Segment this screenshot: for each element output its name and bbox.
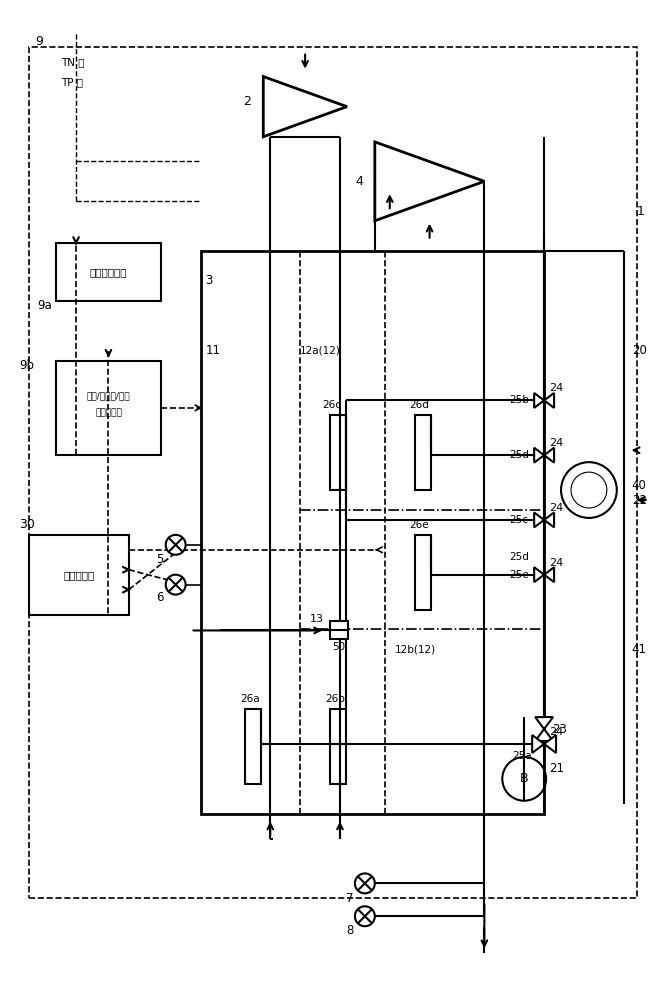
Text: 24: 24 bbox=[549, 438, 563, 448]
Text: 41: 41 bbox=[632, 643, 647, 656]
Text: 12b(12): 12b(12) bbox=[395, 644, 436, 654]
Text: 26e: 26e bbox=[410, 520, 430, 530]
Circle shape bbox=[561, 462, 617, 518]
Text: 5: 5 bbox=[156, 553, 163, 566]
Polygon shape bbox=[532, 735, 544, 753]
Polygon shape bbox=[535, 729, 553, 741]
Text: 25a: 25a bbox=[512, 751, 532, 761]
Text: 25b: 25b bbox=[509, 395, 529, 405]
Text: 3: 3 bbox=[206, 274, 213, 287]
Text: 切换判定部: 切换判定部 bbox=[95, 408, 122, 417]
Text: 24: 24 bbox=[549, 503, 563, 513]
Text: 9b: 9b bbox=[19, 359, 35, 372]
Text: B: B bbox=[520, 772, 529, 785]
Text: 9a: 9a bbox=[37, 299, 52, 312]
Circle shape bbox=[166, 575, 186, 595]
Bar bbox=[330, 415, 346, 490]
Text: 7: 7 bbox=[346, 892, 354, 905]
Text: TP 计: TP 计 bbox=[61, 77, 83, 87]
Circle shape bbox=[571, 472, 607, 508]
Text: 25c: 25c bbox=[509, 515, 528, 525]
Text: 21: 21 bbox=[549, 762, 564, 775]
Text: 1: 1 bbox=[637, 205, 645, 218]
Text: 11: 11 bbox=[206, 344, 220, 357]
Bar bbox=[29, 535, 129, 615]
Text: 8: 8 bbox=[346, 924, 354, 937]
Bar bbox=[330, 621, 348, 639]
Text: TN 计: TN 计 bbox=[61, 57, 85, 67]
Text: 40: 40 bbox=[632, 479, 647, 492]
Text: 25e: 25e bbox=[509, 570, 529, 580]
Text: 目标值设定器: 目标值设定器 bbox=[90, 267, 127, 277]
Text: 6: 6 bbox=[156, 591, 163, 604]
Bar bbox=[245, 709, 261, 784]
Text: 25d: 25d bbox=[509, 552, 529, 562]
Polygon shape bbox=[544, 735, 556, 753]
Text: 22: 22 bbox=[632, 494, 647, 507]
Circle shape bbox=[502, 757, 546, 801]
Text: 30: 30 bbox=[19, 518, 35, 531]
Circle shape bbox=[166, 535, 186, 555]
Text: 厌氧/微好氧/好氧: 厌氧/微好氧/好氧 bbox=[87, 391, 131, 400]
Polygon shape bbox=[534, 567, 544, 582]
Text: 26a: 26a bbox=[240, 694, 260, 704]
Text: 24: 24 bbox=[549, 383, 563, 393]
Bar bbox=[330, 709, 346, 784]
Polygon shape bbox=[544, 448, 554, 463]
Polygon shape bbox=[544, 393, 554, 408]
Polygon shape bbox=[534, 393, 544, 408]
Text: 26b: 26b bbox=[325, 694, 345, 704]
Text: 23: 23 bbox=[552, 723, 567, 736]
Text: 12a(12): 12a(12) bbox=[300, 346, 341, 356]
Text: 风量控制器: 风量控制器 bbox=[63, 570, 95, 580]
Text: 24: 24 bbox=[549, 558, 563, 568]
Polygon shape bbox=[375, 142, 484, 221]
Bar bbox=[200, 251, 544, 814]
Text: 20: 20 bbox=[632, 344, 647, 357]
Circle shape bbox=[355, 906, 375, 926]
Bar bbox=[415, 415, 431, 490]
Text: 26c: 26c bbox=[322, 400, 341, 410]
Text: 2: 2 bbox=[243, 95, 251, 108]
Text: 26d: 26d bbox=[410, 400, 430, 410]
Polygon shape bbox=[534, 448, 544, 463]
Text: 4: 4 bbox=[355, 175, 363, 188]
Text: 13: 13 bbox=[310, 614, 324, 624]
Text: 25d: 25d bbox=[509, 450, 529, 460]
Bar bbox=[56, 361, 161, 455]
Bar bbox=[415, 535, 431, 610]
Bar bbox=[29, 47, 637, 898]
Polygon shape bbox=[263, 77, 347, 137]
Text: 9: 9 bbox=[35, 35, 43, 48]
Circle shape bbox=[355, 873, 375, 893]
Polygon shape bbox=[534, 512, 544, 527]
Bar bbox=[56, 243, 161, 301]
Polygon shape bbox=[535, 717, 553, 729]
Text: 50: 50 bbox=[332, 642, 345, 652]
Polygon shape bbox=[544, 512, 554, 527]
Text: 24: 24 bbox=[549, 727, 563, 737]
Polygon shape bbox=[544, 567, 554, 582]
